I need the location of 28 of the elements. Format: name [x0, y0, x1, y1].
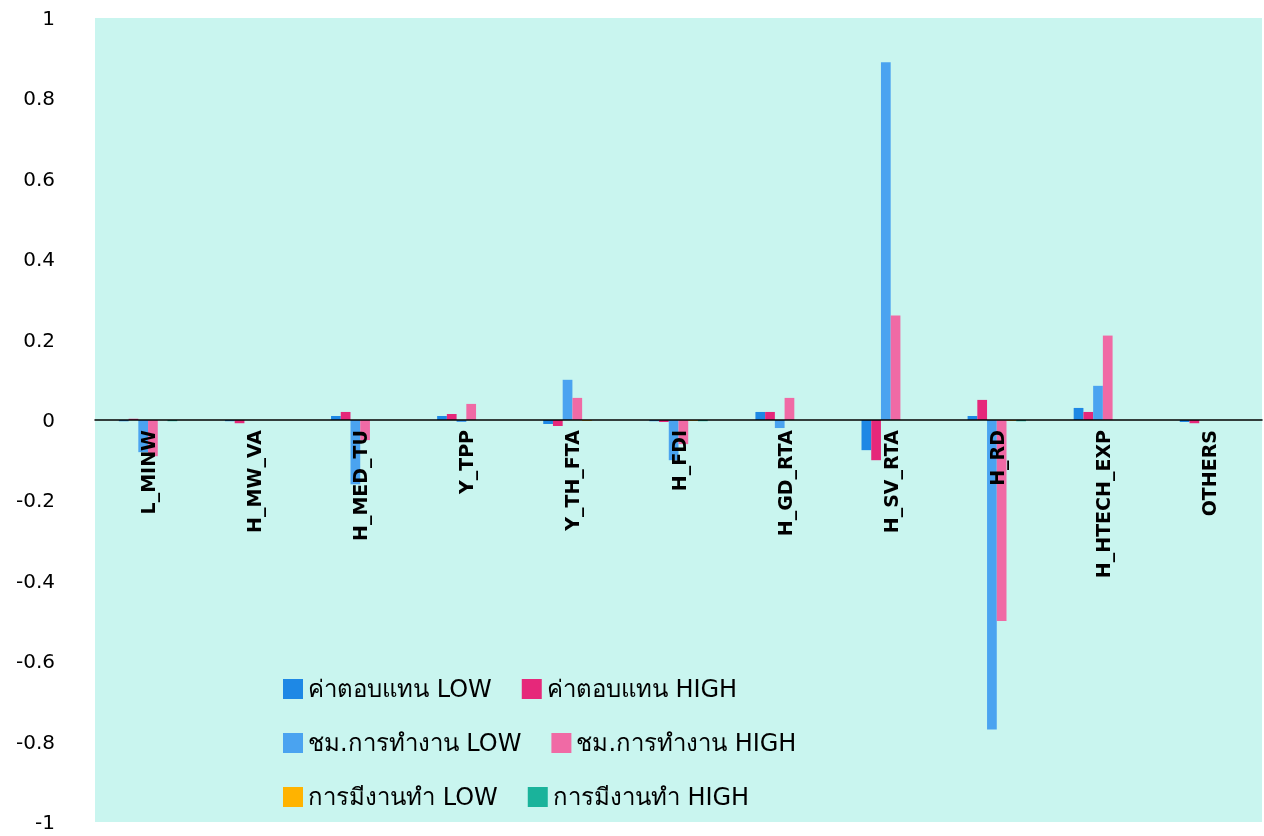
x-tick-label: H_MW_VA: [243, 429, 267, 533]
legend-label: การมีงานทำ HIGH: [552, 783, 750, 811]
legend-label: ชม.การทำงาน HIGH: [576, 729, 797, 757]
y-tick-label: -0.4: [15, 568, 55, 593]
y-tick-label: -1: [35, 810, 55, 834]
x-tick-label: OTHERS: [1197, 430, 1220, 517]
x-tick-label: H_RD: [985, 430, 1009, 486]
x-tick-label: H_MED_TU: [349, 430, 373, 541]
legend-label: ค่าตอบแทน LOW: [308, 675, 492, 703]
legend-label: ชม.การทำงาน LOW: [308, 729, 522, 757]
legend-label: ค่าตอบแทน HIGH: [546, 675, 738, 703]
y-tick-label: 0.4: [23, 247, 55, 272]
y-tick-label: 0.6: [23, 166, 55, 191]
y-tick-label: 0.2: [23, 327, 55, 352]
x-tick-label: L_MINW: [137, 429, 161, 515]
y-tick-label: 0: [42, 408, 55, 432]
legend-label: การมีงานทำ LOW: [308, 783, 498, 811]
y-tick-label: -0.8: [15, 729, 55, 754]
y-tick-label: 0.8: [23, 86, 55, 111]
x-tick-label: H_SV_RTA: [879, 429, 903, 534]
x-tick-label: Y_TPP: [455, 429, 479, 496]
y-tick-label: 1: [42, 6, 55, 30]
y-tick-label: -0.2: [15, 488, 55, 513]
y-tick-label: -0.6: [15, 649, 55, 674]
x-tick-label: Y_TH_FTA: [561, 429, 585, 532]
x-tick-label: H_HTECH_EXP: [1091, 429, 1115, 579]
x-tick-label: H_FDI: [667, 430, 691, 492]
x-tick-label: H_GD_RTA: [773, 429, 797, 537]
